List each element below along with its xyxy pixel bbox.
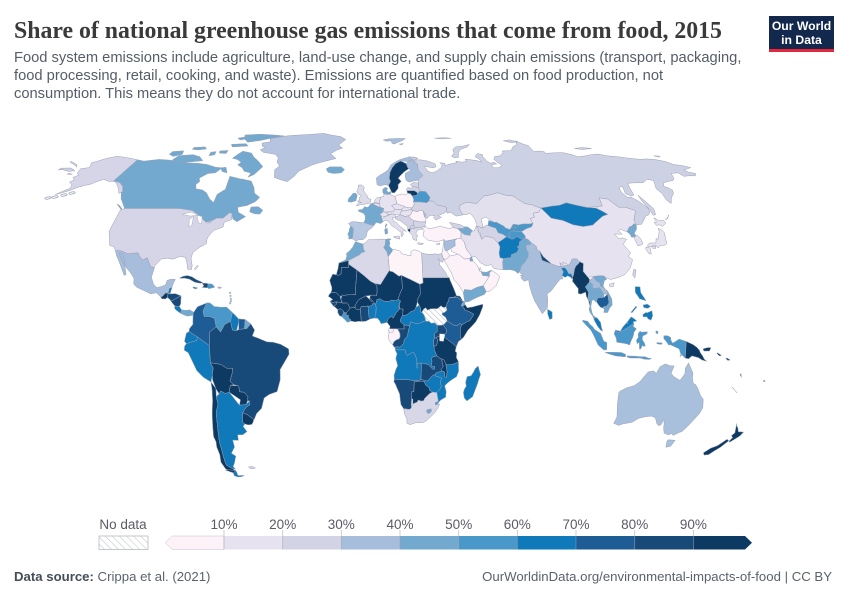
svg-text:No data: No data: [99, 517, 147, 532]
svg-text:30%: 30%: [328, 517, 355, 532]
svg-text:40%: 40%: [386, 517, 413, 532]
svg-text:20%: 20%: [269, 517, 296, 532]
svg-text:90%: 90%: [680, 517, 707, 532]
svg-text:70%: 70%: [562, 517, 589, 532]
svg-text:80%: 80%: [621, 517, 648, 532]
svg-text:50%: 50%: [445, 517, 472, 532]
svg-text:60%: 60%: [504, 517, 531, 532]
svg-text:10%: 10%: [210, 517, 237, 532]
